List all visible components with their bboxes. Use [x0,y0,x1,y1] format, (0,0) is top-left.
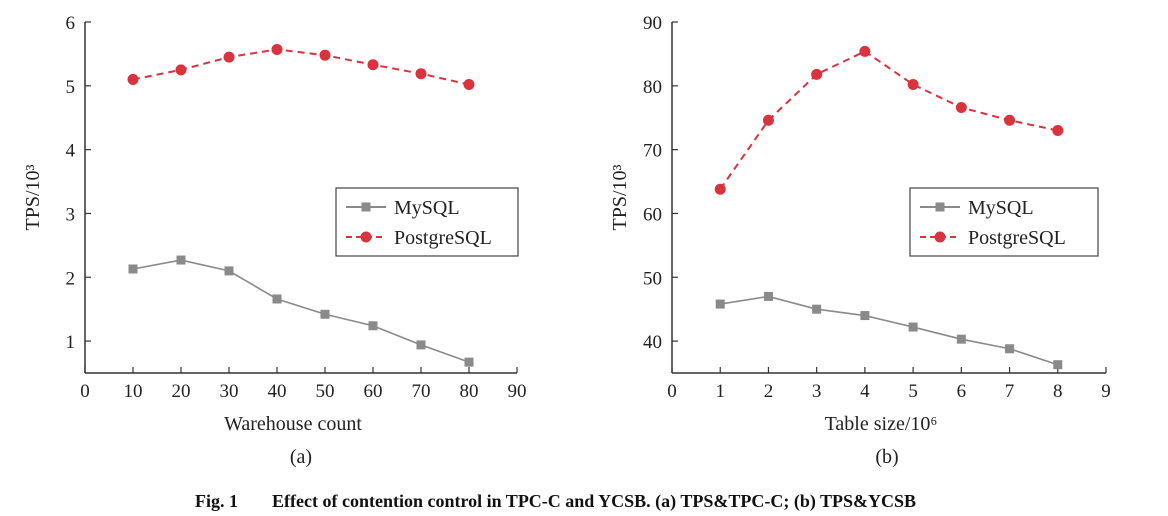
legend-box [909,187,1099,257]
data-point-postgresql [415,68,427,80]
y-tick-label: 50 [643,268,662,289]
figure-caption-label: Fig. 1 [195,491,238,511]
x-tick-label: 60 [364,381,383,402]
y-tick-label: 6 [66,13,76,34]
y-tick-label: 80 [643,77,662,98]
x-tick-label: 50 [316,381,335,402]
y-tick-label: 60 [643,204,662,225]
x-tick-label: 4 [860,381,870,402]
y-tick-label: 70 [643,141,662,162]
x-axis-label: Warehouse count [224,413,362,435]
series-line-postgresql [132,48,470,86]
y-tick-label: 90 [643,13,662,34]
x-tick-label: 80 [460,381,479,402]
x-tick-label: 10 [124,381,143,402]
data-point-mysql [763,291,773,301]
x-tick-label: 2 [764,381,774,402]
legend-box [335,187,519,257]
x-tick-label: 3 [812,381,822,402]
data-point-postgresql [907,79,919,91]
legend-label-mysql: MySQL [394,197,460,219]
x-tick-label: 8 [1053,381,1063,402]
legend-label-postgresql: PostgreSQL [394,227,492,249]
legend-marker-postgresql [360,231,372,243]
data-point-postgresql [955,102,967,114]
x-tick-label: 70 [412,381,431,402]
data-point-postgresql [223,51,235,63]
data-point-postgresql [1052,124,1064,136]
y-axis-label: TPS/10³ [609,164,631,230]
data-point-postgresql [811,68,823,80]
data-point-postgresql [319,49,331,61]
x-tick-label: 40 [268,381,287,402]
y-tick-label: 5 [66,77,76,98]
figure-caption-text: Effect of contention control in TPC-C an… [272,491,916,512]
data-point-mysql [956,334,966,344]
x-tick-label: 0 [80,381,90,402]
data-point-postgresql [714,183,726,195]
data-point-postgresql [127,73,139,85]
data-point-postgresql [859,45,871,57]
x-tick-label: 1 [715,381,725,402]
data-point-postgresql [271,43,283,55]
legend-marker-postgresql [934,231,946,243]
data-point-postgresql [762,114,774,126]
legend-label-mysql: MySQL [968,197,1034,219]
series-line-mysql [132,259,470,363]
y-tick-label: 1 [66,332,76,353]
legend-label-postgresql: PostgreSQL [968,227,1066,249]
data-point-mysql [176,255,186,265]
x-tick-label: 30 [220,381,239,402]
data-point-postgresql [1004,114,1016,126]
data-point-mysql [1005,344,1015,354]
x-tick-label: 9 [1101,381,1111,402]
data-point-postgresql [175,64,187,76]
y-tick-label: 2 [66,268,76,289]
data-point-mysql [812,304,822,314]
data-point-mysql [320,309,330,319]
data-point-mysql [224,266,234,276]
data-point-mysql [860,311,870,321]
x-tick-label: 6 [957,381,967,402]
subcaption: (a) [290,446,312,468]
y-axis-label: TPS/10³ [22,164,44,230]
x-tick-label: 5 [908,381,918,402]
series-line-postgresql [719,50,1058,190]
chart-b: 0 1 2 3 4 5 6 7 8 9 40 50 60 70 80 90 Table size/10⁶ TPS/… [609,13,1111,468]
y-tick-label: 4 [66,141,76,162]
y-tick-label: 40 [643,332,662,353]
x-axis-label: Table size/10⁶ [825,413,938,435]
data-point-mysql [464,357,474,367]
chart-a: 0 10 20 30 40 50 60 70 80 90 1 2 3 4 5 6 Warehouse count… [22,13,527,468]
y-tick-label: 3 [66,204,76,225]
data-point-mysql [1053,360,1063,370]
data-point-mysql [368,321,378,331]
data-point-postgresql [367,59,379,71]
x-tick-label: 90 [508,381,527,402]
data-point-mysql [128,264,138,274]
series-line-mysql [720,295,1059,366]
data-point-mysql [908,322,918,332]
data-point-postgresql [463,79,475,91]
data-point-mysql [715,299,725,309]
data-point-mysql [272,294,282,304]
data-point-mysql [416,340,426,350]
x-tick-label: 0 [667,381,677,402]
x-tick-label: 7 [1005,381,1015,402]
legend-marker-mysql [361,202,371,212]
subcaption: (b) [875,446,898,468]
legend-marker-mysql [935,202,945,212]
x-tick-label: 20 [172,381,191,402]
